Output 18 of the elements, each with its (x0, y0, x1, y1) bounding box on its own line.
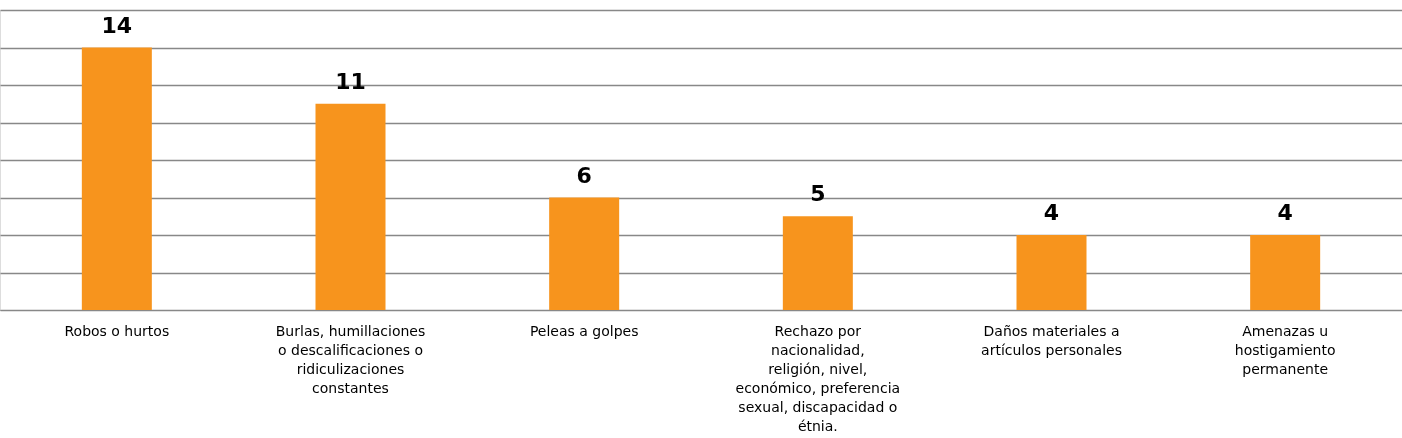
x-tick-label: Robos o hurtos (64, 322, 170, 339)
bar (1016, 235, 1087, 310)
x-tick-label: Burlas, humillaciones o descalificaciones o ridiculizaciones constantes (275, 322, 426, 396)
data-label: 14 (101, 12, 133, 38)
data-label: 11 (335, 68, 366, 94)
data-label: 5 (810, 181, 826, 207)
x-tick-label: Peleas a golpes (529, 322, 639, 339)
bar (549, 197, 620, 310)
x-tick-label: Rechazo por nacionalidad, religión, nivel, económico, preferencia sexual, discapacidad o étnia. (735, 322, 901, 434)
bar (315, 103, 386, 310)
x-tick-label: Amenazas u hostigamiento permanente (1234, 322, 1336, 377)
bar (1250, 235, 1321, 310)
x-tick-label: Daños materiales a artículos personales (981, 322, 1122, 358)
bar (782, 216, 853, 310)
data-label: 6 (576, 162, 592, 188)
bar (81, 47, 152, 310)
data-label: 4 (1277, 200, 1293, 225)
data-label: 4 (1043, 200, 1060, 225)
